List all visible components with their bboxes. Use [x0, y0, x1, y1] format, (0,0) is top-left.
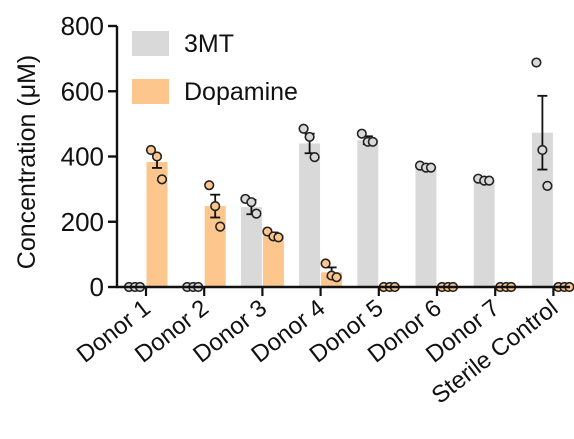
bars-layer	[146, 132, 553, 287]
data-point-3mt-donor-5-3	[367, 136, 378, 147]
data-point-3mt-donor-4-3	[309, 152, 320, 163]
bar-3mt-donor-5	[357, 140, 379, 287]
legend: 3MT Dopamine	[132, 30, 298, 106]
axes-layer	[115, 26, 570, 289]
data-point-3mt-donor-3-3	[251, 208, 262, 219]
legend-label-3mt: 3MT	[184, 30, 234, 58]
data-point-dopamine-donor-4-3	[331, 272, 342, 283]
data-point-dopamine-donor-2-3	[215, 221, 226, 232]
y-tick-label-0: 0	[90, 272, 104, 302]
data-point-3mt-donor-3-2	[246, 197, 257, 208]
data-point-3mt-donor-7-3	[484, 175, 495, 186]
y-tick-label-600: 600	[61, 76, 104, 106]
y-tick-label-800: 800	[61, 11, 104, 41]
data-point-3mt-donor-6-3	[425, 162, 437, 173]
data-point-3mt-donor-5-1	[356, 128, 367, 139]
bar-3mt-sterile-control	[531, 132, 553, 287]
data-point-dopamine-donor-1-3	[156, 174, 168, 185]
legend-swatch-3mt	[132, 31, 169, 56]
y-tick-label-400: 400	[61, 142, 104, 172]
data-point-dopamine-donor-1-2	[151, 151, 163, 162]
bar-3mt-donor-7	[473, 179, 495, 287]
data-point-dopamine-donor-1-1	[145, 144, 157, 156]
y-axis-label: Concentration (μM)	[13, 55, 41, 269]
y-tick-label-200: 200	[61, 207, 104, 237]
legend-swatch-dopamine	[132, 79, 169, 104]
data-point-3mt-sterile-control-1	[531, 57, 542, 68]
legend-label-dopamine: Dopamine	[184, 78, 298, 106]
data-point-3mt-donor-4-2	[304, 131, 315, 143]
data-point-3mt-sterile-control-3	[542, 180, 553, 191]
bar-3mt-donor-3	[240, 207, 262, 287]
bar-dopamine-donor-1	[146, 162, 168, 287]
data-point-dopamine-donor-4-1	[320, 258, 331, 269]
data-point-dopamine-donor-3-3	[273, 232, 284, 243]
bar-3mt-donor-6	[415, 166, 437, 287]
bar-dopamine-donor-3	[262, 234, 284, 287]
bar-3mt-donor-4	[299, 143, 321, 287]
data-point-dopamine-donor-2-1	[204, 180, 215, 191]
data-point-3mt-donor-4-1	[298, 123, 309, 134]
data-point-dopamine-donor-2-2	[210, 200, 221, 212]
data-point-3mt-sterile-control-2	[537, 144, 548, 156]
y-ticks-layer: 0 200 400 600 800	[61, 11, 117, 302]
